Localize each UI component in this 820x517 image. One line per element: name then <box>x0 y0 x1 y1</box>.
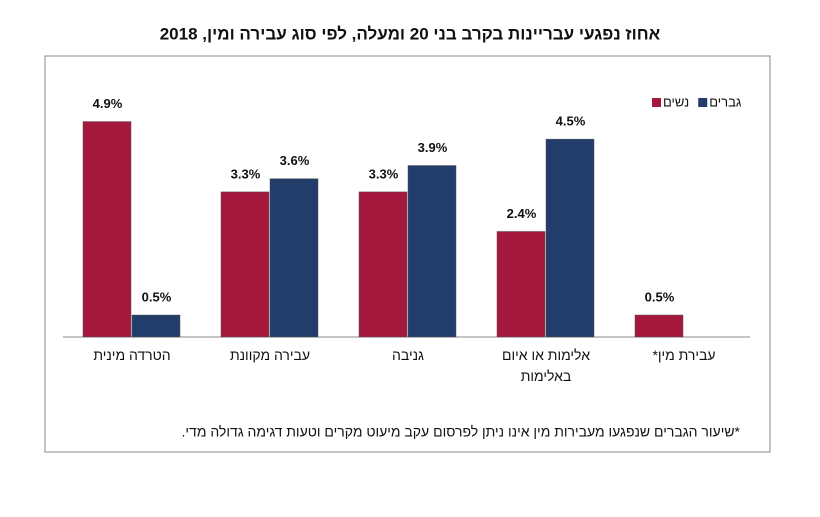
chart-frame <box>44 55 771 453</box>
legend-swatch <box>698 98 708 107</box>
legend-label: נשים <box>663 94 689 109</box>
data-label: 0.5% <box>142 289 172 304</box>
data-label: 3.3% <box>231 166 261 181</box>
legend-label: גברים <box>709 94 742 109</box>
legend-swatch <box>652 98 661 107</box>
bar <box>496 231 546 338</box>
data-label: 3.6% <box>280 153 310 168</box>
data-label: 3.3% <box>369 166 399 181</box>
chart-title: אחוז נפגעי עבריינות בקרב בני 20 ומעלה, ל… <box>160 24 661 43</box>
bar <box>131 314 181 338</box>
data-label: 0.5% <box>645 289 675 304</box>
footnote: *שיעור הגברים שנפגעו מעבירות מין אינו ני… <box>182 424 741 440</box>
bar <box>634 314 684 338</box>
bar <box>407 165 457 338</box>
x-tick-label: עבירה מקוונת <box>229 347 311 363</box>
bar <box>220 191 270 338</box>
x-tick-label: הטרדה מינית <box>93 347 171 363</box>
x-tick-label: עבירת מין* <box>652 347 716 363</box>
bar <box>269 178 319 338</box>
data-label: 4.5% <box>556 114 586 129</box>
bar <box>545 138 595 338</box>
data-label: 4.9% <box>93 96 123 111</box>
x-tick-label: אלימות או איום באלימות <box>502 347 590 384</box>
data-label: 2.4% <box>507 206 537 221</box>
x-tick-label: גניבה <box>392 347 424 363</box>
bar <box>358 191 408 338</box>
data-label: 3.9% <box>418 140 448 155</box>
bar <box>82 121 132 338</box>
